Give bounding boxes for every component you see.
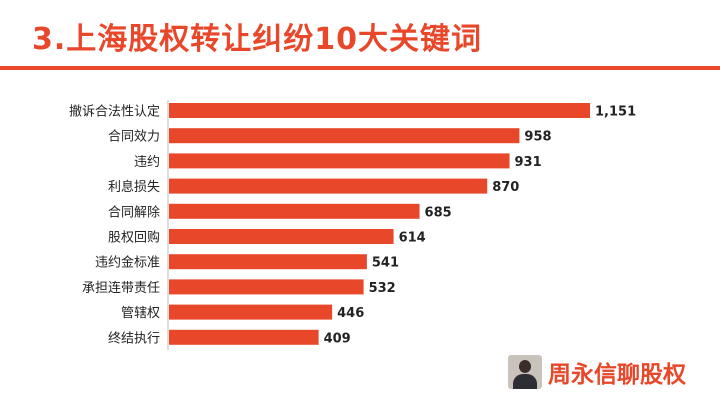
bar: [169, 178, 488, 194]
category-label: 违约: [134, 155, 160, 170]
value-label: 541: [372, 256, 399, 271]
category-label: 撤诉合法性认定: [69, 104, 160, 120]
bar: [169, 229, 394, 244]
title-divider: [0, 66, 720, 70]
category-label: 合同效力: [108, 130, 160, 145]
category-label: 承担连带责任: [82, 280, 160, 296]
bar: [169, 203, 420, 219]
bar: [169, 153, 510, 169]
value-label: 614: [399, 231, 426, 246]
bar: [169, 329, 319, 345]
value-label: 958: [524, 130, 551, 145]
bar: [169, 304, 333, 320]
value-label: 1,151: [595, 105, 636, 120]
bar: [169, 254, 367, 270]
category-label: 管辖权: [121, 305, 160, 321]
bar: [169, 279, 364, 295]
value-label: 446: [337, 306, 364, 321]
brand-signature: 周永信聊股权: [508, 355, 686, 389]
category-label: 终结执行: [108, 330, 160, 346]
value-label: 931: [515, 155, 542, 170]
avatar: [508, 355, 542, 389]
category-label: 合同解除: [108, 205, 160, 220]
slide-title: 3.上海股权转让纠纷10大关键词: [32, 22, 483, 57]
value-label: 532: [369, 281, 396, 296]
bar: [169, 103, 590, 118]
category-label: 股权回购: [108, 230, 160, 246]
value-label: 870: [492, 180, 519, 195]
brand-name: 周永信聊股权: [548, 362, 686, 388]
value-label: 685: [425, 205, 452, 220]
category-label: 违约金标准: [95, 255, 160, 271]
category-label: 利息损失: [108, 179, 160, 195]
value-label: 409: [324, 331, 351, 346]
bar: [169, 128, 520, 144]
